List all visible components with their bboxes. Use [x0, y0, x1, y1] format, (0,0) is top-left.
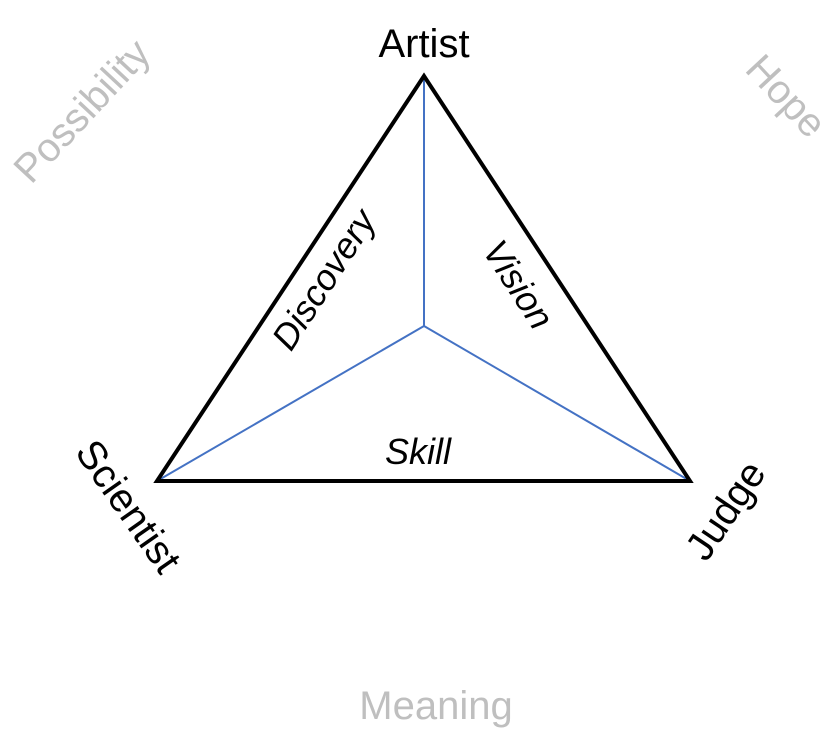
outer-label-possibility: Possibility [5, 31, 158, 191]
vertex-label-artist: Artist [378, 22, 469, 66]
vertex-label-judge: Judge [677, 453, 774, 568]
vertex-label-scientist: Scientist [67, 432, 190, 581]
edge-label-skill: Skill [385, 431, 452, 472]
outer-label-hope: Hope [737, 46, 832, 146]
edge-label-vision: Vision [475, 232, 562, 336]
outer-label-meaning: Meaning [359, 684, 512, 728]
main-triangle [153, 72, 694, 483]
edge-label-discovery: Discovery [263, 200, 385, 357]
inner-line-to-judge [423, 325, 691, 482]
inner-line-to-scientist [156, 325, 425, 482]
